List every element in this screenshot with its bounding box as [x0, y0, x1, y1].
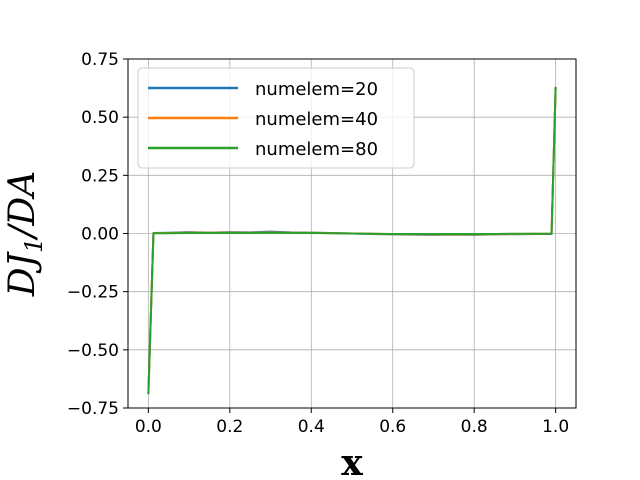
y-tick-label: 0.75 — [81, 50, 119, 70]
y-axis-label-rest: /DA — [2, 171, 43, 241]
y-axis-label-main: DJ — [2, 250, 43, 297]
y-tick-label: 0.25 — [81, 166, 119, 186]
legend-entry-label: numelem=20 — [255, 79, 378, 100]
legend-entry-label: numelem=80 — [255, 139, 378, 160]
y-tick-label: −0.75 — [67, 399, 119, 419]
legend-entry-label: numelem=40 — [255, 109, 378, 130]
series-lines — [147, 86, 557, 395]
x-tick-label: 0.4 — [298, 417, 325, 437]
legend: numelem=20 numelem=40 numelem=80 — [137, 67, 415, 169]
x-tick-label: 0.2 — [216, 417, 243, 437]
y-axis-label-subscript: 1 — [20, 238, 48, 253]
x-tick-label: 0.8 — [461, 417, 488, 437]
y-tick-label: 0.50 — [81, 108, 119, 128]
x-tick-label: 1.0 — [542, 417, 569, 437]
series-line — [147, 86, 557, 395]
x-tick-label: 0.0 — [135, 417, 162, 437]
y-tick-label: −0.25 — [67, 283, 119, 303]
axis-ticks: 0.0 0.2 0.4 0.6 0.8 1.0 0.75 0.50 0.25 0.00 −0.25 −… — [67, 50, 569, 437]
y-tick-label: 0.00 — [81, 225, 119, 245]
x-axis-label: x — [341, 442, 363, 480]
y-tick-label: −0.50 — [67, 341, 119, 361]
y-axis-label: DJ1/DA — [2, 171, 48, 298]
x-tick-label: 0.6 — [379, 417, 406, 437]
legend-box — [137, 67, 415, 169]
